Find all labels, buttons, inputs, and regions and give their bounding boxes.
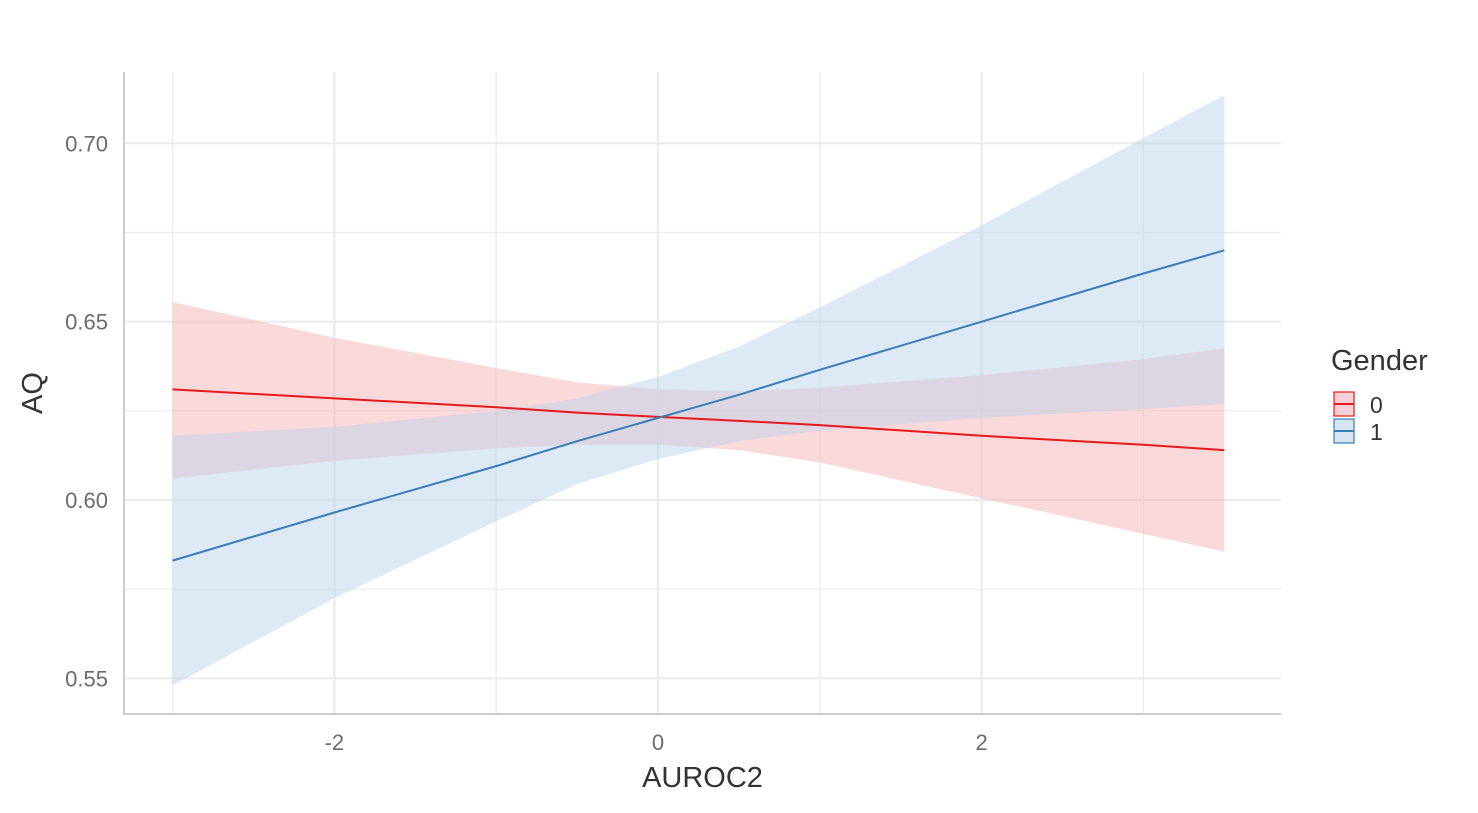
x-tick-label: 0 [652, 730, 664, 755]
y-tick-label: 0.65 [65, 310, 108, 335]
y-tick-label: 0.70 [65, 131, 108, 156]
axes [123, 72, 1281, 715]
x-tick-label: 2 [976, 730, 988, 755]
legend-item-gender-0: 0 [1333, 391, 1383, 418]
x-tick-label: -2 [325, 730, 345, 755]
y-tick-label: 0.55 [65, 666, 108, 691]
legend-label: 0 [1370, 392, 1383, 418]
tick-labels: -2 0 2 0.55 0.60 0.65 0.70 [65, 131, 988, 755]
confidence-bands [172, 95, 1225, 686]
legend-title: Gender [1331, 345, 1428, 377]
y-axis-title: AQ [17, 372, 49, 414]
legend: Gender 01 [1331, 345, 1428, 445]
series-line-gender-1 [172, 249, 1225, 562]
confidence-band-gender-1 [172, 95, 1225, 686]
legend-label: 1 [1370, 419, 1383, 445]
y-tick-label: 0.60 [65, 488, 108, 513]
series-lines [172, 249, 1225, 562]
series-line-gender-0 [172, 388, 1225, 452]
x-axis-title: AUROC2 [642, 762, 763, 794]
legend-items: 01 [1333, 391, 1383, 445]
legend-item-gender-1: 1 [1333, 418, 1383, 445]
